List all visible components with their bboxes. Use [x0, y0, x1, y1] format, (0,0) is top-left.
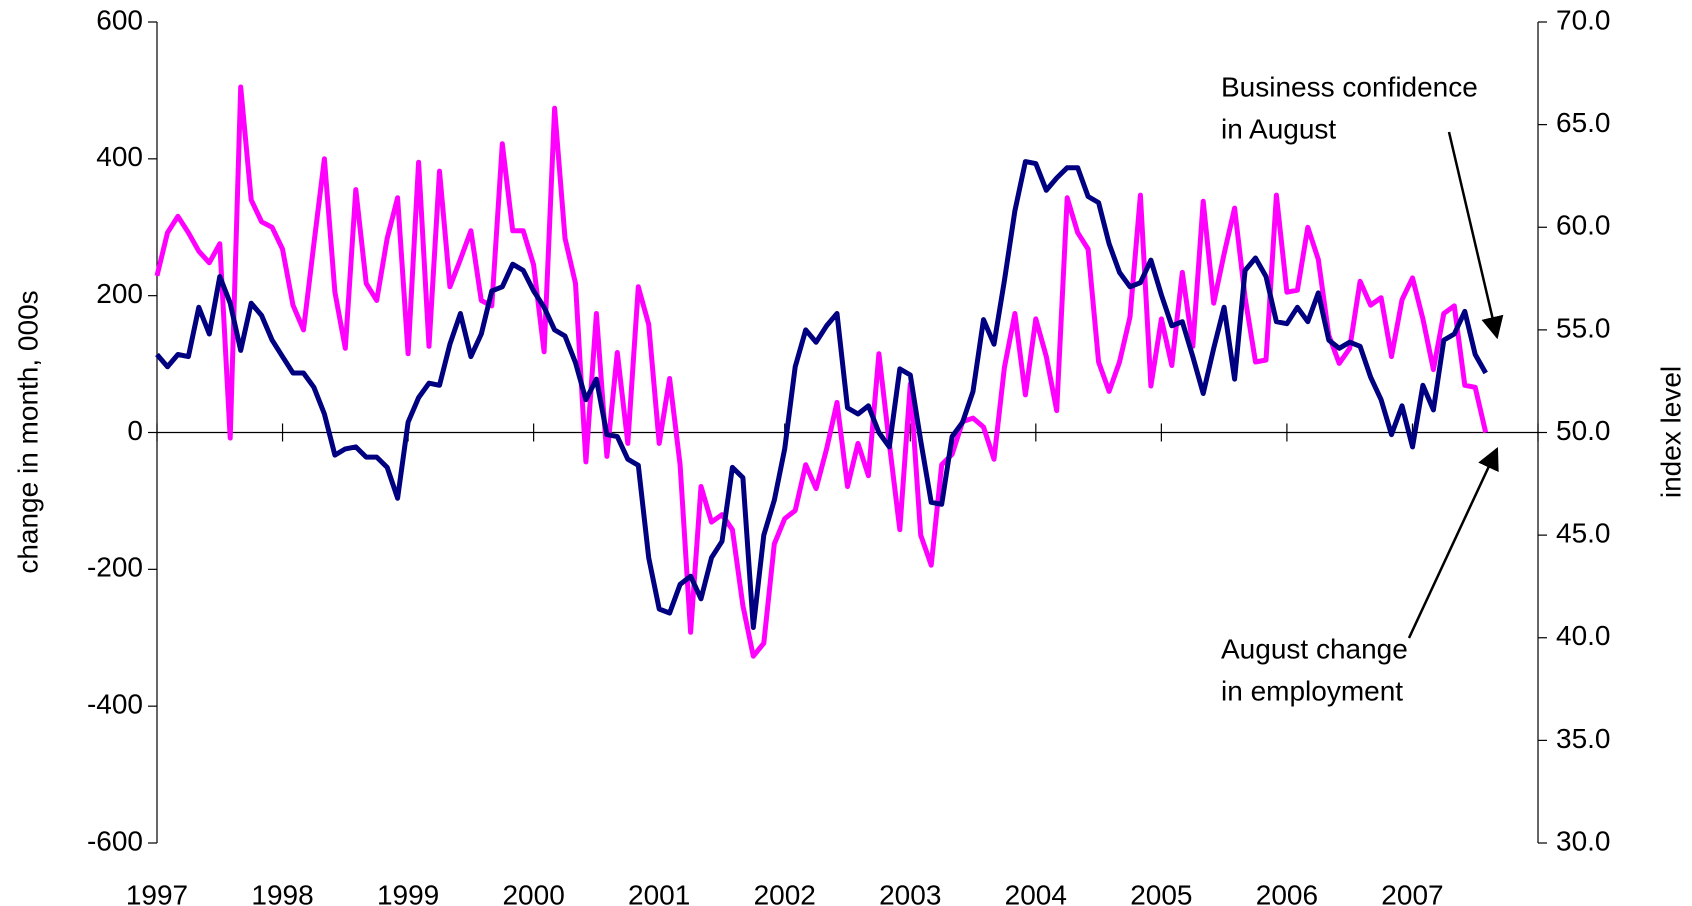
- x-tick-label: 2006: [1256, 879, 1318, 906]
- line-series: [155, 159, 1488, 630]
- y-tick-label: -400: [87, 689, 143, 720]
- y2-tick-label: 60.0: [1556, 210, 1611, 241]
- x-tick-label: 2002: [754, 879, 816, 906]
- y2-tick-label: 55.0: [1556, 312, 1611, 343]
- y-tick-label: 0: [127, 415, 143, 446]
- annotation: Business confidence: [1221, 71, 1478, 102]
- annotation: in employment: [1221, 675, 1403, 706]
- line-series: [154, 84, 1489, 659]
- x-tick-label: 2007: [1381, 879, 1443, 906]
- x-tick-label: 1997: [126, 879, 188, 906]
- y2-tick-label: 40.0: [1556, 620, 1611, 651]
- x-tick-label: 2004: [1005, 879, 1067, 906]
- y-tick-label: 600: [96, 4, 143, 35]
- y-tick-label: -600: [87, 825, 143, 856]
- arrow: [1407, 446, 1499, 639]
- y2-tick-label: 65.0: [1556, 107, 1611, 138]
- y-tick-label: -200: [87, 552, 143, 583]
- y-tick-label: 200: [96, 278, 143, 309]
- x-tick-label: 2005: [1130, 879, 1192, 906]
- y-tick-label: 400: [96, 141, 143, 172]
- y2-axis-label: index level: [1655, 366, 1686, 498]
- y2-tick-label: 30.0: [1556, 825, 1611, 856]
- y2-tick-label: 45.0: [1556, 518, 1611, 549]
- arrow: [1447, 131, 1504, 340]
- x-tick-label: 2001: [628, 879, 690, 906]
- annotation: in August: [1221, 113, 1336, 144]
- x-tick-label: 2000: [502, 879, 564, 906]
- y2-tick-label: 70.0: [1556, 4, 1611, 35]
- x-tick-label: 1998: [251, 879, 313, 906]
- y2-tick-label: 50.0: [1556, 415, 1611, 446]
- annotation: August change: [1221, 633, 1408, 664]
- x-tick-label: 1999: [377, 879, 439, 906]
- y2-tick-label: 35.0: [1556, 723, 1611, 754]
- x-tick-label: 2003: [879, 879, 941, 906]
- y-axis-label: change in month, 000s: [12, 290, 43, 573]
